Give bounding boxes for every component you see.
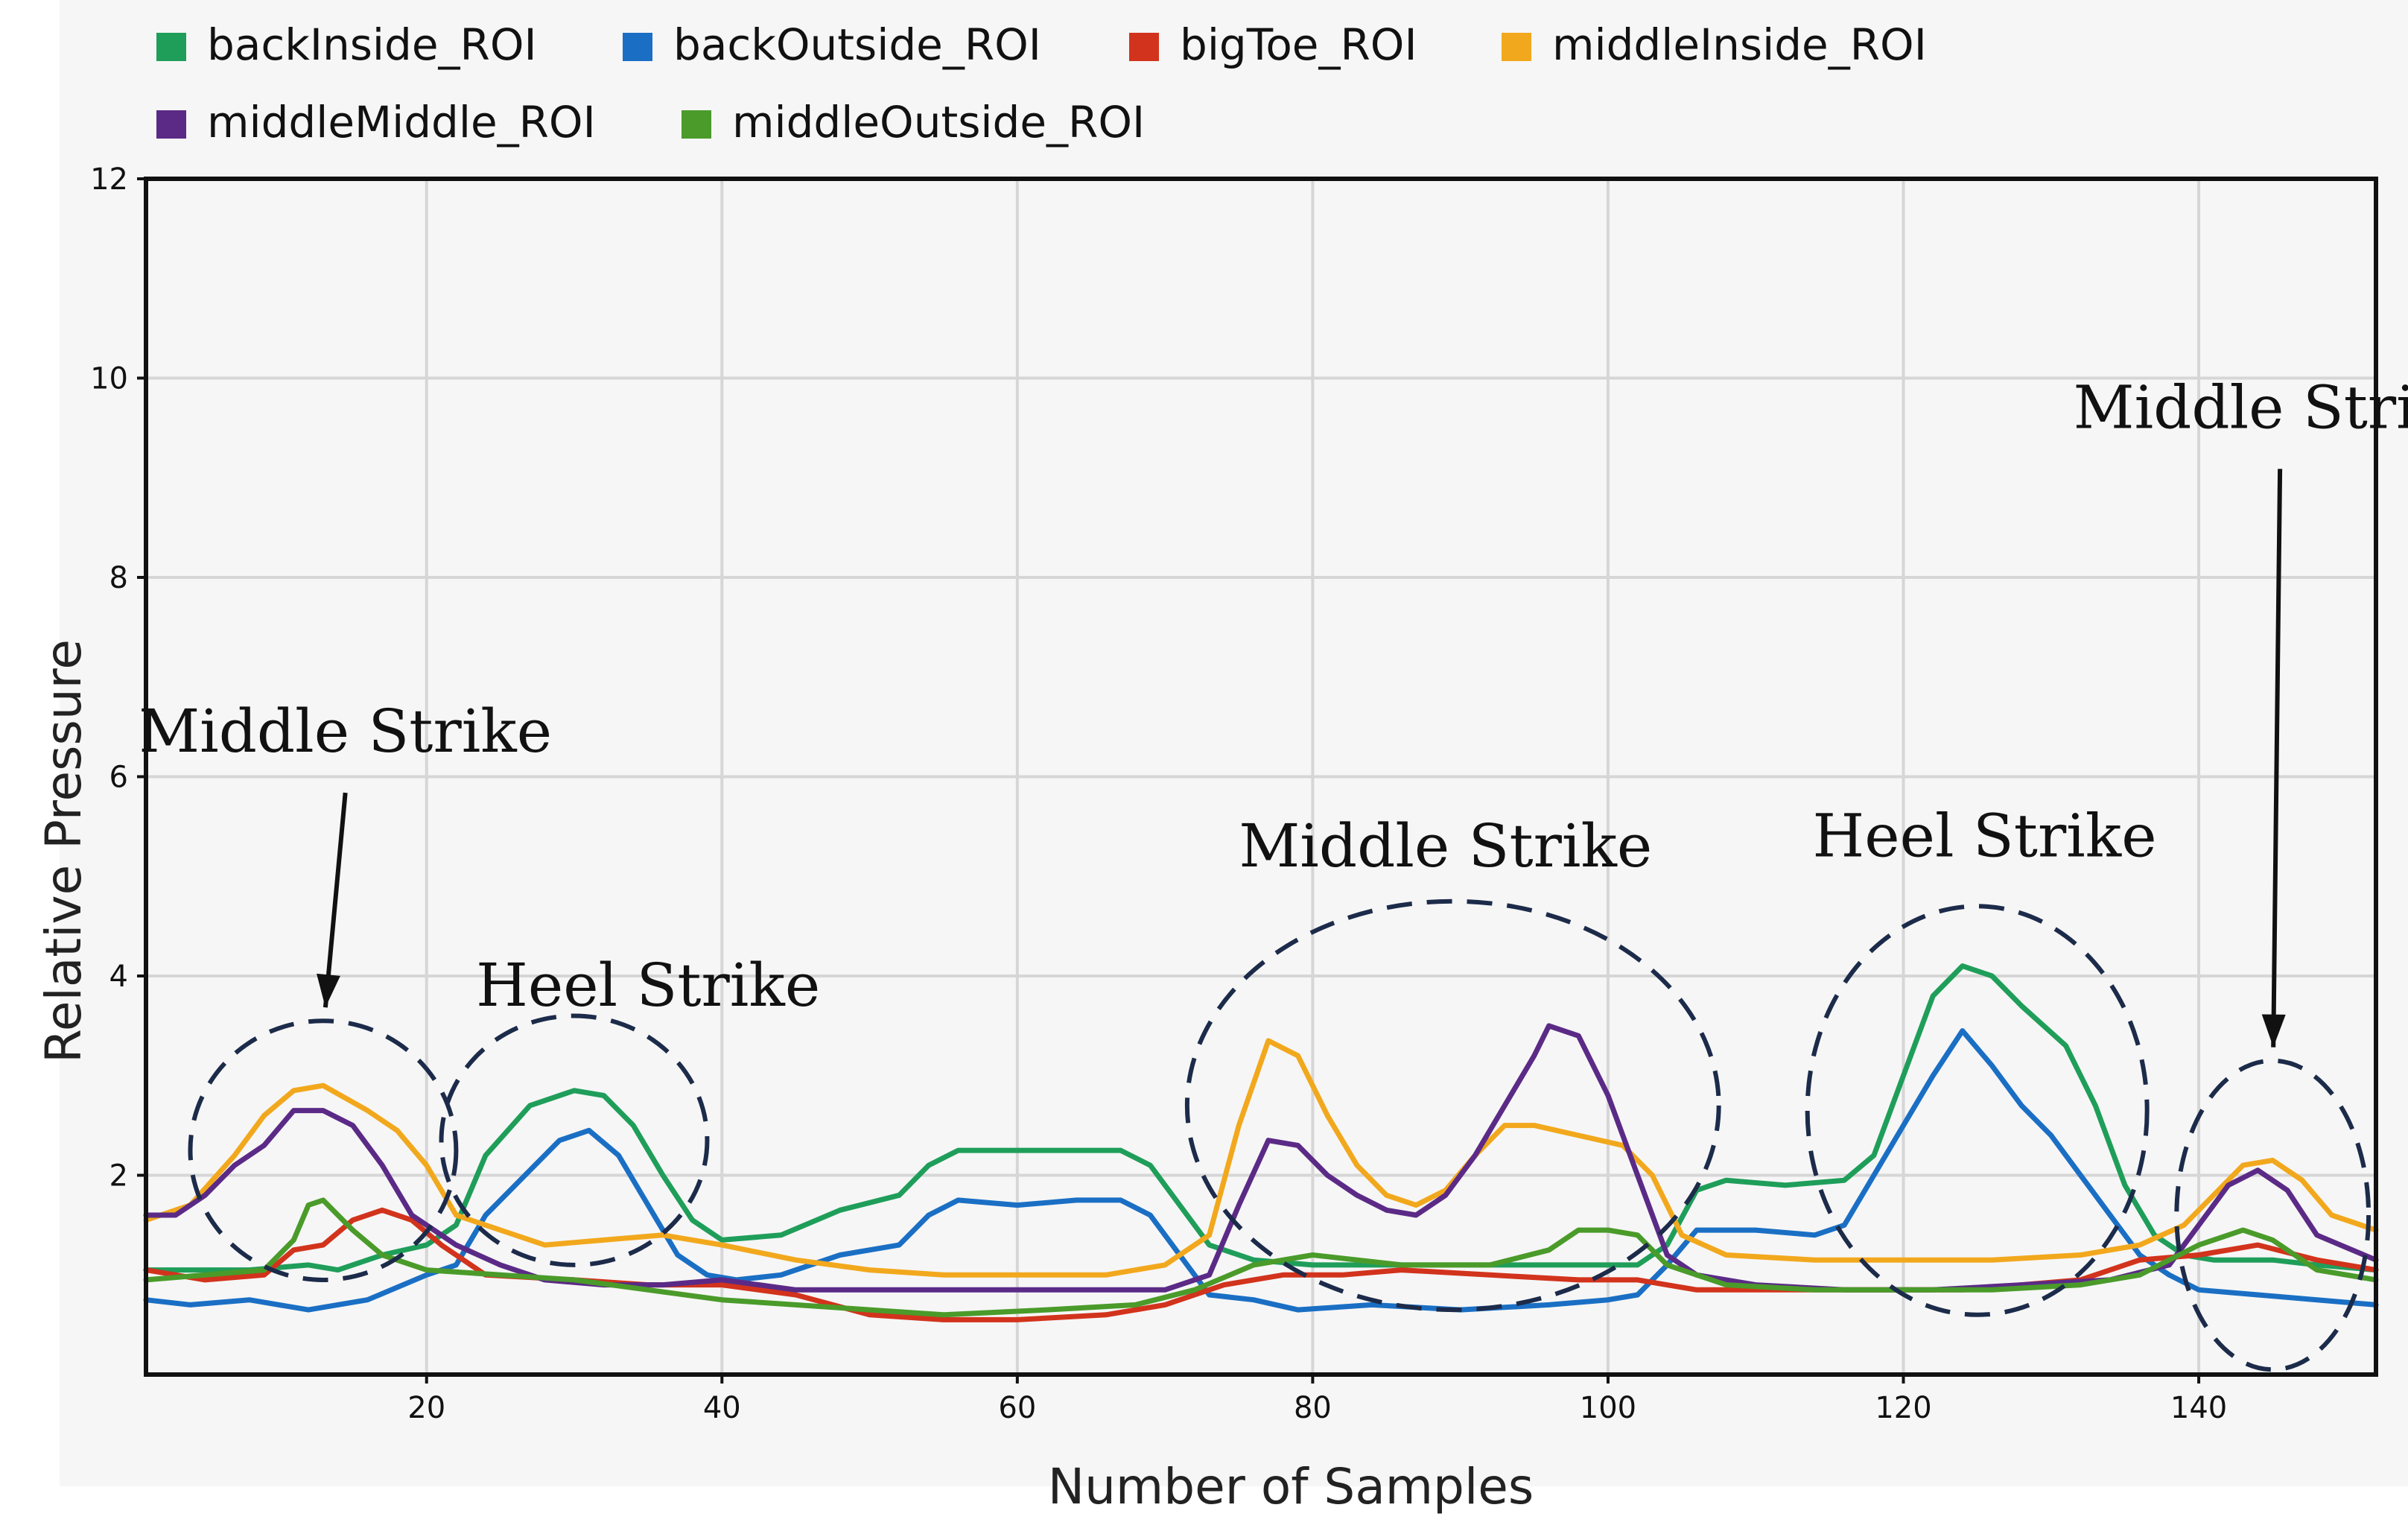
- y-tick-label: 2: [109, 1159, 128, 1194]
- legend-swatch[interactable]: [682, 110, 711, 139]
- legend-swatch[interactable]: [1129, 33, 1159, 61]
- legend-swatch[interactable]: [1502, 33, 1531, 61]
- x-tick-label: 100: [1580, 1391, 1636, 1425]
- legend: backInside_ROI backOutside_ROI bigToe_ROI m…: [156, 19, 1927, 148]
- x-tick-label: 80: [1294, 1391, 1332, 1425]
- series-line-middleoutside-roi: [143, 1197, 2379, 1318]
- legend-swatch[interactable]: [156, 110, 186, 139]
- annotation-label: Middle Strike: [139, 697, 552, 766]
- annotation-label: Middle Strike: [2074, 373, 2408, 442]
- annotation-arrowhead: [2261, 1014, 2286, 1048]
- annotation-arrowhead: [317, 973, 340, 1008]
- y-tick-label: 10: [90, 362, 128, 396]
- annotation-circle: [1184, 898, 1721, 1313]
- x-axis-title: Number of Samples: [1048, 1458, 1534, 1515]
- annotation-circle: [439, 1013, 710, 1267]
- annotation-circle: [1805, 904, 2150, 1317]
- y-tick-label: 6: [109, 761, 128, 795]
- grid-lines: [146, 177, 2376, 1375]
- x-tick-label: 140: [2170, 1391, 2227, 1425]
- legend-item-label[interactable]: middleMiddle_ROI: [207, 97, 596, 148]
- data-series: [143, 963, 2379, 1322]
- annotation-label: Heel Strike: [1813, 802, 2157, 871]
- annotation-arrow: [2271, 469, 2283, 1048]
- annotation-label: Heel Strike: [476, 951, 820, 1020]
- series-line-backinside-roi: [143, 963, 2379, 1273]
- legend-item-label[interactable]: middleOutside_ROI: [732, 97, 1145, 148]
- x-tick-label: 120: [1875, 1391, 1931, 1425]
- legend-item-label[interactable]: backInside_ROI: [207, 19, 537, 70]
- legend-item-label[interactable]: backOutside_ROI: [673, 19, 1041, 70]
- annotation-label: Middle Strike: [1239, 811, 1652, 881]
- series-line-middleinside-roi: [143, 1038, 2379, 1278]
- y-tick-label: 12: [90, 162, 128, 197]
- x-tick-label: 60: [998, 1391, 1036, 1425]
- annotations: Middle Strike Heel Strike Middle Strike Hee…: [139, 373, 2408, 1372]
- x-tick-label: 20: [407, 1391, 445, 1425]
- series-line-backoutside-roi: [143, 1028, 2379, 1313]
- annotation-circle: [2174, 1058, 2372, 1372]
- legend-item-label[interactable]: bigToe_ROI: [1180, 19, 1417, 70]
- legend-item-label[interactable]: middleInside_ROI: [1552, 19, 1927, 70]
- y-axis-title: Relative Pressure: [35, 639, 92, 1063]
- y-tick-label: 8: [109, 561, 128, 595]
- annotation-circle: [188, 1018, 459, 1282]
- x-tick-label: 40: [703, 1391, 741, 1425]
- plot-area-border: [144, 177, 2378, 1377]
- legend-swatch[interactable]: [156, 33, 186, 61]
- legend-swatch[interactable]: [623, 33, 652, 61]
- axis-ticks: 20 40 60 80 100 120 140 2 4 6 8 10 12: [90, 162, 2227, 1425]
- y-tick-label: 4: [109, 960, 128, 994]
- series-line-middlemiddle-roi: [143, 1023, 2379, 1293]
- annotation-arrow: [323, 792, 348, 1008]
